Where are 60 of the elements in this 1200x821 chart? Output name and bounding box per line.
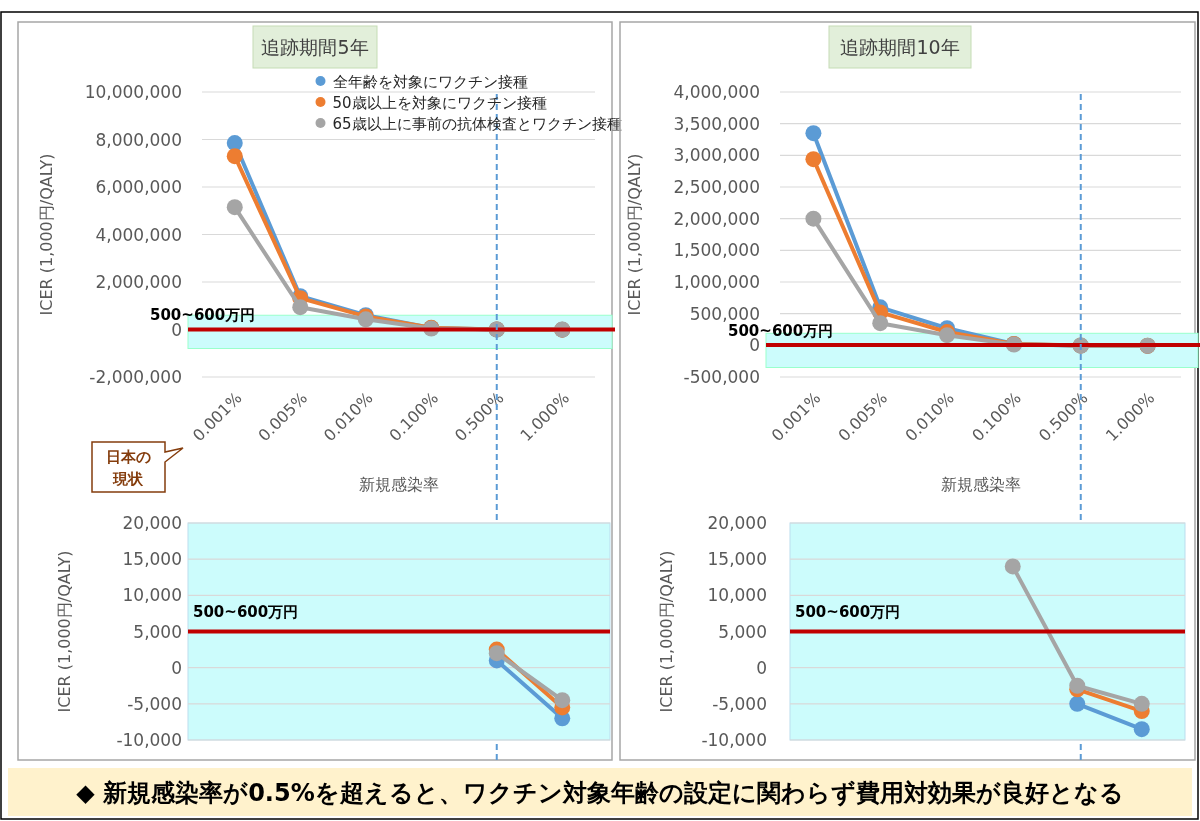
y-tick-label: 2,000,000 (673, 208, 760, 229)
point (1069, 695, 1086, 712)
y-tick-label: 8,000,000 (95, 129, 182, 150)
legend-label: 全年齢を対象にワクチン接種 (332, 73, 528, 91)
point (554, 692, 571, 709)
chart-title: 追跡期間10年 (840, 36, 960, 58)
y-tick-label: 4,000,000 (673, 82, 760, 102)
ref-line-label: 500~600万円 (193, 602, 299, 621)
y-tick-label: 3,000,000 (673, 145, 760, 166)
point (805, 125, 822, 142)
y-axis-title: ICER (1,000円/QALY) (37, 153, 56, 316)
y-tick-label: 2,500,000 (673, 177, 760, 197)
point (226, 199, 243, 216)
point (1069, 677, 1086, 694)
y-tick-label: 500,000 (689, 303, 760, 324)
y-tick-label: 10,000 (707, 585, 767, 606)
y-tick-label: 15,000 (707, 549, 767, 570)
y-tick-label: 10,000 (122, 585, 182, 606)
x-axis-title: 新規感染率 (940, 475, 1021, 494)
point (226, 148, 243, 165)
y-axis-title: ICER (1,000円/QALY) (625, 153, 644, 316)
point (805, 151, 822, 168)
x-axis-title: 新規感染率 (358, 475, 439, 494)
y-tick-label: 1,000,000 (673, 272, 760, 292)
y-tick-label: 2,000,000 (95, 272, 182, 292)
y-tick-label: -500,000 (683, 367, 760, 387)
y-axis-title: ICER (1,000円/QALY) (55, 550, 74, 713)
y-tick-label: 15,000 (122, 549, 182, 570)
chart-title: 追跡期間5年 (261, 36, 369, 58)
y-tick-label: 0 (171, 319, 182, 340)
y-tick-label: 5,000 (133, 621, 182, 642)
point (226, 135, 243, 152)
y-tick-label: -10,000 (701, 730, 767, 750)
y-tick-label: -5,000 (712, 693, 767, 714)
y-tick-label: 20,000 (122, 513, 182, 533)
y-tick-label: 10,000,000 (84, 82, 182, 102)
y-tick-label: 0 (756, 657, 767, 678)
point (1133, 721, 1150, 738)
point (805, 210, 822, 227)
y-tick-label: 0 (171, 657, 182, 678)
ref-line-label: 500~600万円 (795, 602, 901, 621)
y-tick-label: 20,000 (707, 513, 767, 533)
point (1004, 558, 1021, 575)
legend-label: 50歳以上を対象にワクチン接種 (332, 94, 547, 112)
y-tick-label: 5,000 (718, 621, 767, 642)
y-tick-label: 3,500,000 (673, 113, 760, 134)
y-tick-label: 6,000,000 (95, 177, 182, 197)
callout: 日本の現状 (91, 441, 184, 493)
y-tick-label: -2,000,000 (89, 367, 182, 387)
point (292, 299, 309, 316)
y-tick-label: 4,000,000 (95, 224, 182, 245)
y-axis-title: ICER (1,000円/QALY) (657, 550, 676, 713)
text: ◆ 新規感染率が0.5%を超えると、ワクチン対象年齢の設定に関わらず費用対効果が良好となる (76, 779, 1124, 807)
y-tick-label: -10,000 (116, 730, 182, 750)
point (872, 315, 889, 332)
legend-label: 65歳以上に事前の抗体検査とワクチン接種 (332, 115, 622, 133)
y-tick-label: 1,500,000 (673, 240, 760, 261)
point (488, 645, 505, 662)
y-tick-label: -5,000 (127, 693, 182, 714)
point (1133, 695, 1150, 712)
